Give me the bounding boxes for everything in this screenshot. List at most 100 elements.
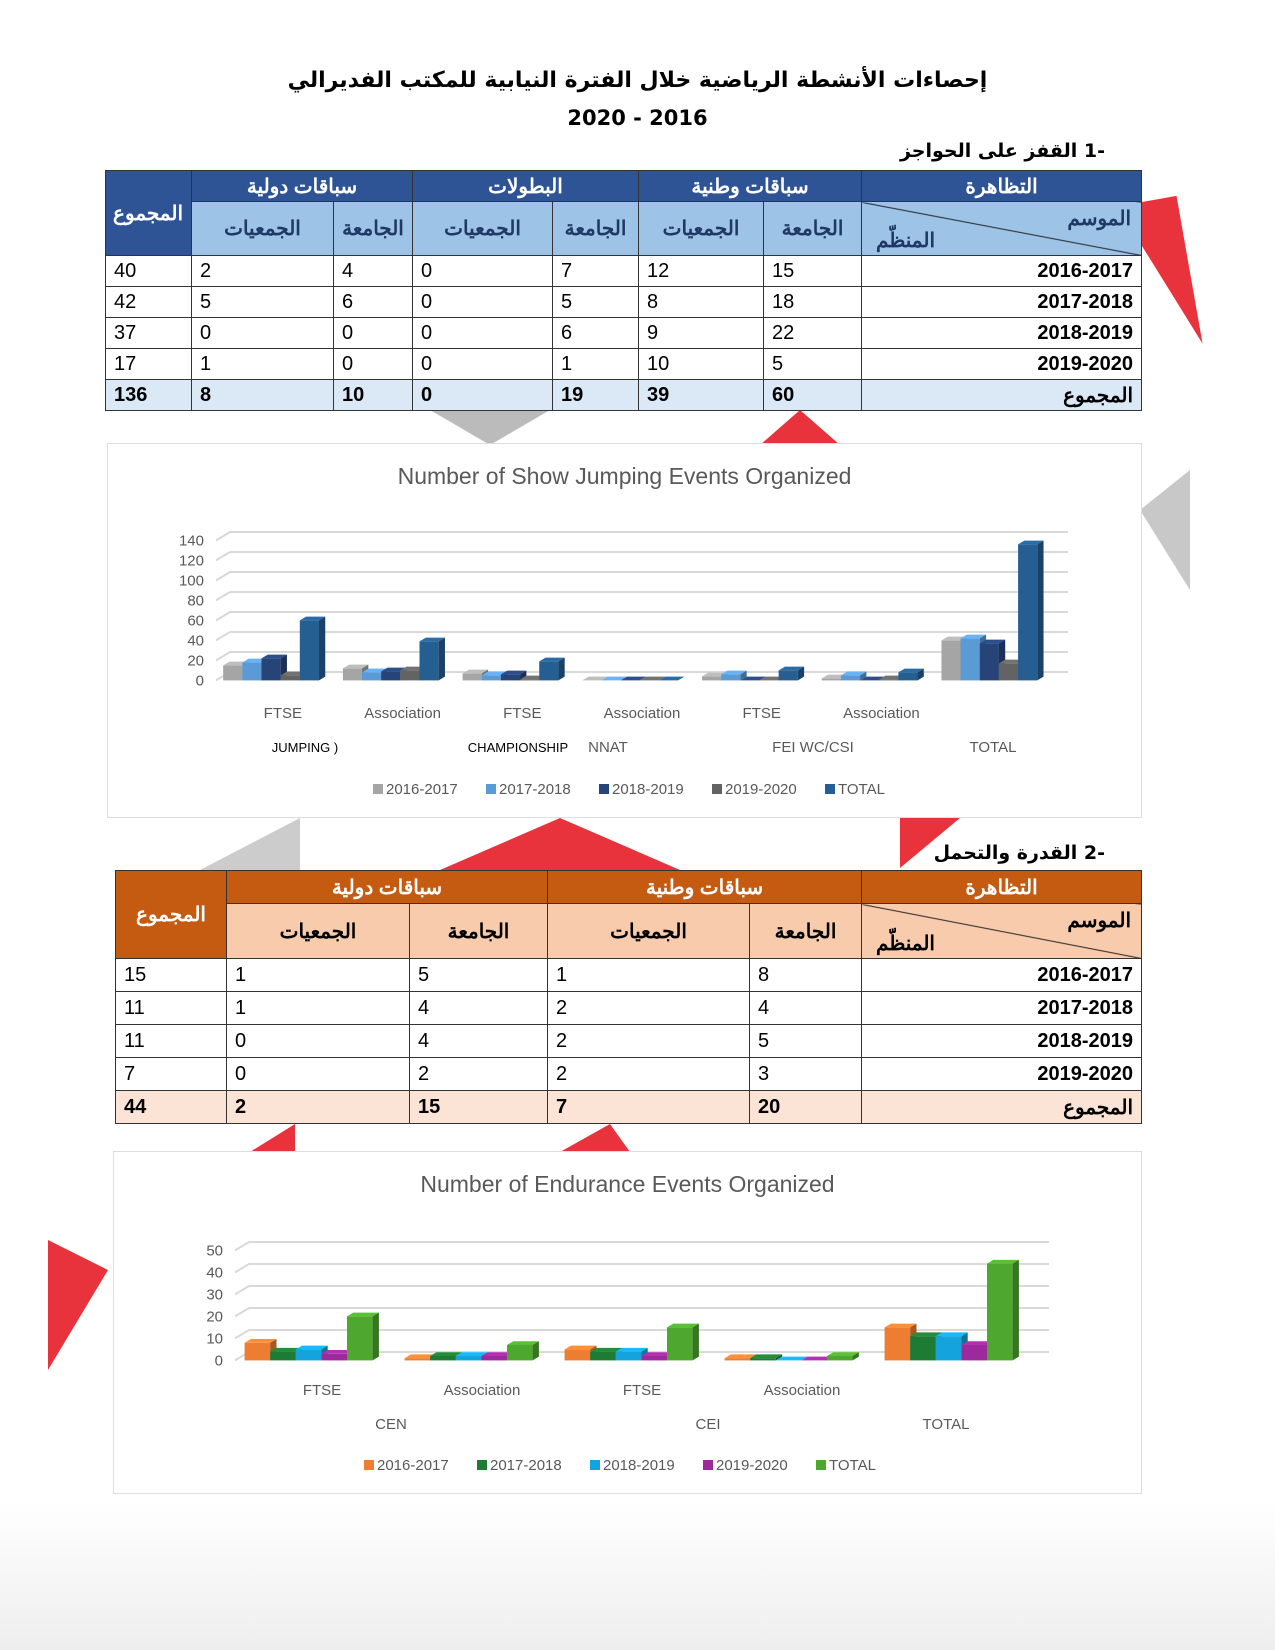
page-period: 2020 - 2016: [567, 106, 708, 130]
value-cell: 2: [546, 1057, 751, 1091]
season-organizer-header: الموسم المنظّم: [861, 903, 1143, 959]
table-row: 2019-2020 5 10 1 0 0 1 17: [105, 348, 1143, 380]
x-category-label: FTSE: [623, 1382, 661, 1399]
bar: [840, 671, 867, 681]
legend-swatch: [703, 1460, 713, 1470]
decor-triangle: [900, 818, 960, 868]
total-cell: 20: [749, 1090, 863, 1124]
y-tick-label: 120: [179, 552, 204, 569]
y-tick-label: 100: [179, 572, 204, 589]
bar: [987, 1259, 1019, 1361]
bar: [667, 1323, 699, 1361]
decor-shadow: [0, 1500, 1275, 1650]
group-national: سباقات وطنية: [546, 870, 863, 904]
value-cell: 8: [638, 286, 765, 318]
total-cell: 7: [546, 1090, 751, 1124]
section-2-heading: -2 القدرة والتحمل: [933, 842, 1105, 864]
col-event: التظاهرة: [861, 870, 1143, 904]
gridline: [215, 611, 1068, 622]
value-cell: 15: [763, 255, 863, 287]
value-cell: 18: [763, 286, 863, 318]
value-cell: 42: [105, 286, 192, 318]
legend-label: 2016-2017: [377, 1457, 449, 1474]
decor-triangle: [560, 1124, 630, 1152]
value-cell: 1: [552, 348, 640, 380]
legend-swatch: [599, 784, 609, 794]
sub-associations: الجمعيات: [546, 903, 751, 959]
chart-title: Number of Endurance Events Organized: [420, 1171, 834, 1197]
gridline: [215, 591, 1068, 602]
season-cell: 2019-2020: [861, 1057, 1143, 1091]
bar: [601, 676, 627, 681]
legend-swatch: [477, 1460, 487, 1470]
table-row: 2019-2020 3 2 2 0 7: [115, 1057, 1143, 1091]
bar: [539, 657, 565, 681]
legend-label: TOTAL: [829, 1457, 876, 1474]
bar: [778, 666, 805, 681]
bar: [827, 1352, 859, 1361]
y-tick-label: 80: [187, 592, 204, 609]
gridline: [215, 531, 1068, 542]
bar: [639, 676, 666, 681]
table-row: 2017-2018 4 2 4 1 11: [115, 991, 1143, 1025]
y-tick-label: 0: [215, 1352, 223, 1369]
legend-swatch: [712, 784, 722, 794]
sub-associations: الجمعيات: [191, 201, 334, 256]
value-cell: 1: [191, 348, 334, 380]
x-category-label: Association: [604, 705, 681, 722]
legend-label: 2017-2018: [490, 1457, 562, 1474]
x-group-label: FEI WC/CSI: [772, 739, 854, 756]
value-cell: 7: [552, 255, 640, 287]
legend-label: 2017-2018: [499, 781, 571, 798]
bar: [261, 654, 287, 681]
total-cell: 2: [226, 1090, 410, 1124]
legend-swatch: [816, 1460, 826, 1470]
x-group-label: TOTAL: [923, 1416, 970, 1433]
value-cell: 1: [546, 958, 751, 992]
legend-label: 2016-2017: [386, 781, 458, 798]
table-row: 2018-2019 5 2 4 0 11: [115, 1024, 1143, 1058]
value-cell: 4: [409, 1024, 548, 1058]
bar: [750, 1354, 783, 1361]
x-category-label: Association: [444, 1382, 521, 1399]
value-cell: 0: [226, 1024, 410, 1058]
gridline: [215, 631, 1068, 642]
decor-triangle: [48, 1240, 108, 1370]
sub-associations: الجمعيات: [411, 201, 554, 256]
x-category-label: FTSE: [503, 705, 541, 722]
bar: [898, 668, 924, 681]
x-group-label: CEN: [375, 1416, 407, 1433]
bar: [347, 1312, 379, 1361]
decor-triangle: [1140, 470, 1190, 590]
season-cell: 2019-2020: [861, 348, 1143, 380]
legend-label: 2019-2020: [725, 781, 797, 798]
gridline: [215, 551, 1068, 562]
decor-triangle: [200, 818, 300, 870]
total-label: المجموع: [861, 1090, 1143, 1124]
x-group-label: CEI: [695, 1416, 720, 1433]
x-category-label: Association: [764, 1382, 841, 1399]
value-cell: 6: [333, 286, 413, 318]
value-cell: 11: [115, 991, 227, 1025]
value-cell: 1: [226, 958, 410, 992]
total-row: المجموع 60 39 19 0 10 8 136: [105, 379, 1143, 411]
decor-triangle: [430, 410, 550, 445]
gridline: [234, 1329, 1049, 1340]
season-cell: 2018-2019: [861, 317, 1143, 349]
y-tick-label: 50: [206, 1242, 223, 1259]
x-category-label: Association: [843, 705, 920, 722]
season-cell: 2018-2019: [861, 1024, 1143, 1058]
value-cell: 40: [105, 255, 192, 287]
gridline: [234, 1241, 1049, 1252]
value-cell: 17: [105, 348, 192, 380]
decor-triangle: [250, 1124, 295, 1152]
season-organizer-header: الموسم المنظّم: [861, 201, 1143, 256]
col-total: المجموع: [115, 870, 227, 959]
bar: [507, 1341, 539, 1361]
y-tick-label: 140: [179, 532, 204, 549]
bar: [419, 637, 445, 681]
y-tick-label: 60: [187, 612, 204, 629]
value-cell: 4: [333, 255, 413, 287]
value-cell: 3: [749, 1057, 863, 1091]
value-cell: 8: [749, 958, 863, 992]
